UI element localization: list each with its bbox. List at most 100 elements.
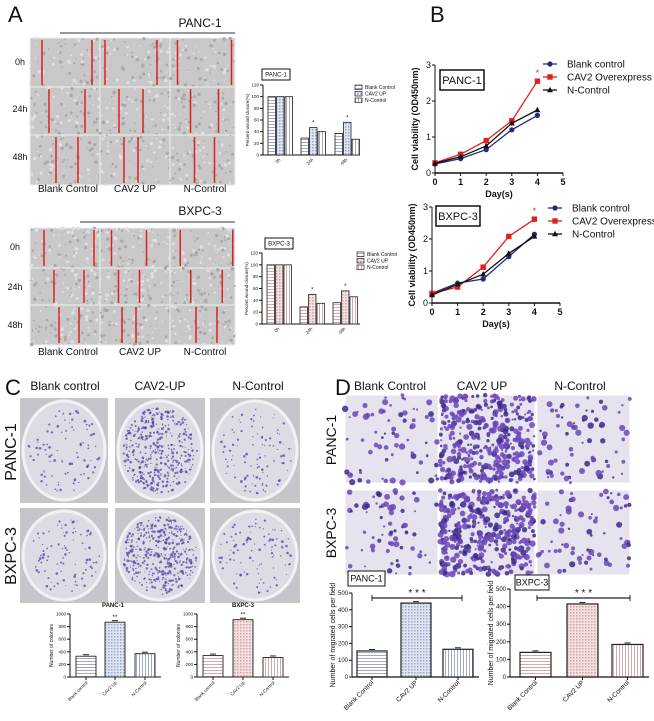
cell-texture [232,60,235,63]
cell-texture [60,333,64,337]
colony [156,577,160,581]
colony [180,585,183,587]
colony [236,549,239,552]
cell-texture [33,105,35,107]
cell-texture [160,92,163,95]
cell-texture [34,256,37,260]
cell-texture [128,97,131,101]
colony [168,564,171,567]
migrated-cell [480,408,483,412]
migrated-cell [386,568,393,574]
y-tick-label: 120 [251,83,259,88]
colony [143,527,146,530]
cell-texture [79,314,83,318]
cell-texture [130,55,134,59]
cell-texture [138,335,141,338]
cell-texture [185,173,189,177]
migrated-cell [402,410,408,416]
colony [165,410,167,413]
colony [88,424,91,427]
colony [57,543,60,546]
colony [263,543,266,546]
migrated-cell [478,556,483,560]
cell-texture [132,234,136,237]
migrated-cell [509,402,514,407]
cell-texture [39,171,43,175]
colony [156,483,159,486]
y-tick-label: 80 [253,274,259,279]
cell-texture [73,273,78,277]
migrated-cell [584,460,591,467]
colony [129,445,131,448]
migrated-cell [511,539,517,545]
cell-texture [49,323,54,328]
series-line [431,218,535,295]
migrated-cell [512,452,517,456]
cell-texture [181,280,184,283]
cell-texture [139,45,141,47]
cell-texture [181,48,185,51]
colony [171,415,174,418]
migrated-cell [468,448,474,455]
colony [140,524,142,527]
cell-texture [151,242,154,244]
cell-texture [171,177,175,180]
cell-texture [165,242,168,246]
cell-texture [217,163,222,168]
migrated-cell [560,416,564,419]
cell-texture [120,239,124,243]
colony [138,582,141,584]
cell-texture [142,167,145,170]
migrated-cell [510,446,516,451]
colony [53,585,56,588]
cell-texture [210,272,214,276]
migrated-cell [490,416,494,420]
y-axis-label: Number of colonies [176,623,182,667]
colony [137,428,140,432]
cell-texture [113,296,116,299]
x-tick-label: 4 [532,307,537,317]
colony [47,555,50,558]
colony [257,591,260,593]
migrated-cell [366,479,371,484]
colony [162,576,165,579]
cell-texture [102,48,104,51]
cell-texture [119,138,122,141]
cell-texture [206,269,210,273]
cell-texture [142,139,145,143]
colony [141,561,144,564]
colony [48,423,51,426]
colony [269,586,272,588]
migrated-cell [525,447,529,450]
migrated-cell [520,505,526,512]
cell-texture [86,146,88,149]
colony [154,474,156,476]
cell-texture [206,293,209,296]
colony [141,528,143,531]
colony [238,419,240,421]
cell-texture [95,117,99,121]
y-tick-label: 20 [254,141,260,146]
y-tick-label: 0 [255,322,258,327]
cell-texture [40,254,44,258]
cell-texture [204,307,208,312]
colony [161,593,164,596]
cell-texture [62,305,65,308]
cell-texture [131,76,135,80]
y-tick-label: 0 [423,298,428,308]
cell-texture [28,121,32,124]
colony [46,443,48,446]
colony [271,546,273,548]
cell-texture [150,275,154,279]
colony [260,416,262,418]
cell-texture [137,236,140,240]
colony [150,578,152,581]
colony [156,540,160,543]
colony [173,574,176,577]
cell-texture [62,290,65,294]
migrated-cell [520,469,526,476]
cell-texture [29,82,31,85]
colony [48,455,52,458]
cell-texture [207,293,210,296]
x-tick-label: 1 [455,307,460,317]
